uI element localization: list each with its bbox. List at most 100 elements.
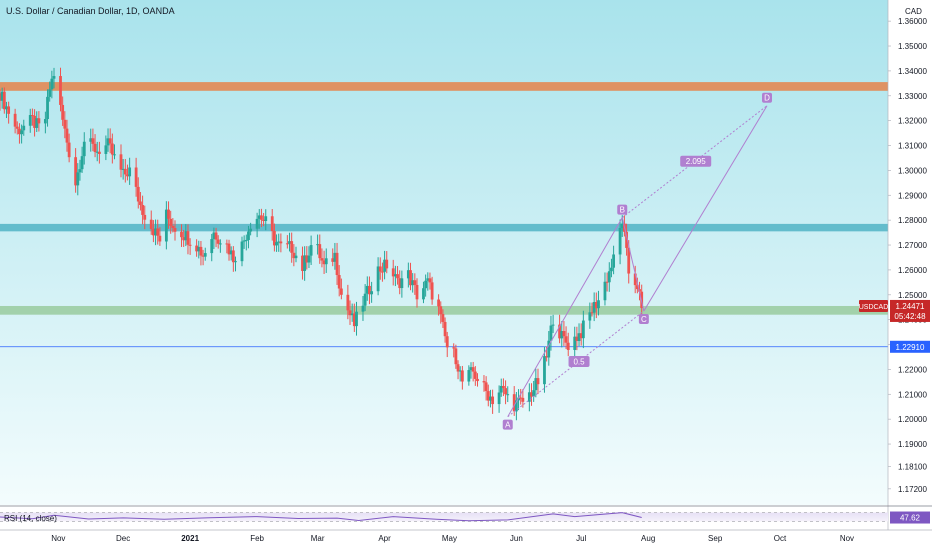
candle [484, 382, 488, 392]
candle [164, 209, 168, 242]
candle [149, 219, 153, 230]
candle [491, 396, 495, 405]
candle [234, 261, 237, 263]
candle [301, 255, 304, 271]
candle [184, 231, 188, 241]
price-tick-label: 1.32000 [898, 117, 927, 126]
candle [560, 331, 564, 339]
price-tick-label: 1.19000 [898, 440, 927, 449]
candle [424, 280, 428, 289]
candle [46, 96, 49, 120]
candle [627, 247, 631, 274]
candle [441, 314, 445, 322]
candle [337, 275, 341, 289]
candle [272, 231, 276, 246]
candle [577, 333, 581, 342]
candle [108, 138, 112, 144]
candle [37, 118, 41, 124]
candle [376, 266, 380, 292]
candle [592, 302, 596, 313]
candle [363, 293, 367, 306]
candle [121, 168, 125, 170]
abcd-ratio-line-ac [507, 310, 645, 418]
candle [214, 232, 218, 240]
candle [199, 246, 203, 256]
time-axis-label: Jun [510, 534, 523, 543]
candle [422, 288, 425, 300]
candle [597, 300, 600, 309]
candle [635, 285, 639, 290]
candle [225, 243, 229, 245]
rsi-value-label: 47.62 [900, 514, 921, 523]
candle [320, 258, 324, 261]
candle [428, 278, 432, 283]
candle [393, 274, 397, 277]
candle [303, 255, 307, 271]
rsi-label: RSI (14, close) [4, 514, 57, 523]
candle [186, 231, 190, 245]
candle [521, 397, 525, 402]
candle [80, 156, 84, 170]
candle [7, 106, 11, 114]
candle [517, 397, 520, 401]
time-axis-label: Aug [641, 534, 655, 543]
candle [247, 231, 250, 240]
symbol-tag [859, 299, 888, 312]
candle [188, 244, 192, 246]
candle [262, 219, 265, 221]
candle [333, 252, 337, 262]
candle [305, 255, 309, 263]
current-price-label: 1.24471 [896, 302, 925, 311]
candle [210, 239, 214, 254]
candle [167, 209, 170, 219]
candle [588, 312, 592, 321]
candle [400, 278, 404, 289]
candle [31, 115, 34, 117]
horizontal-line-price-tag [890, 340, 930, 353]
candle [467, 370, 471, 382]
candle [579, 333, 583, 339]
candle [231, 250, 235, 263]
candle [76, 172, 80, 186]
candle [249, 228, 253, 232]
price-tick-label: 1.27000 [898, 241, 927, 250]
candle [504, 388, 507, 395]
candle [288, 241, 291, 244]
candle [171, 225, 175, 228]
candle [527, 392, 531, 402]
candle [506, 394, 510, 396]
abcd-point-a-badge [502, 419, 513, 430]
candle [610, 267, 613, 272]
candle [322, 260, 326, 265]
time-axis-label: Nov [51, 534, 65, 543]
plot-background [0, 0, 888, 505]
abcd-point-c-label: C [641, 315, 647, 324]
time-axis-label: Feb [250, 534, 264, 543]
candle [489, 396, 492, 401]
candle [471, 367, 475, 372]
price-tick-label: 1.22000 [898, 365, 927, 374]
candle [558, 324, 561, 339]
abcd-point-a-label: A [505, 421, 511, 430]
candle [141, 205, 144, 215]
candle [473, 371, 477, 379]
candle [195, 245, 199, 252]
candle [197, 246, 201, 252]
candle [104, 145, 108, 154]
zone-support-1.245[interactable] [0, 305, 888, 315]
candle [74, 157, 78, 186]
candle [18, 128, 21, 135]
zone-resistance-1.277[interactable] [0, 223, 888, 232]
candle [113, 154, 116, 156]
price-tick-label: 1.26000 [898, 266, 927, 275]
zone-resistance-1.333[interactable] [0, 82, 888, 91]
candle [519, 397, 523, 399]
abcd-leg [507, 217, 623, 417]
candle [590, 312, 594, 314]
chart-title: U.S. Dollar / Canadian Dollar, 1D, OANDA [6, 6, 175, 16]
candle [318, 244, 322, 259]
time-axis-label: Oct [774, 534, 787, 543]
candle [285, 243, 289, 245]
